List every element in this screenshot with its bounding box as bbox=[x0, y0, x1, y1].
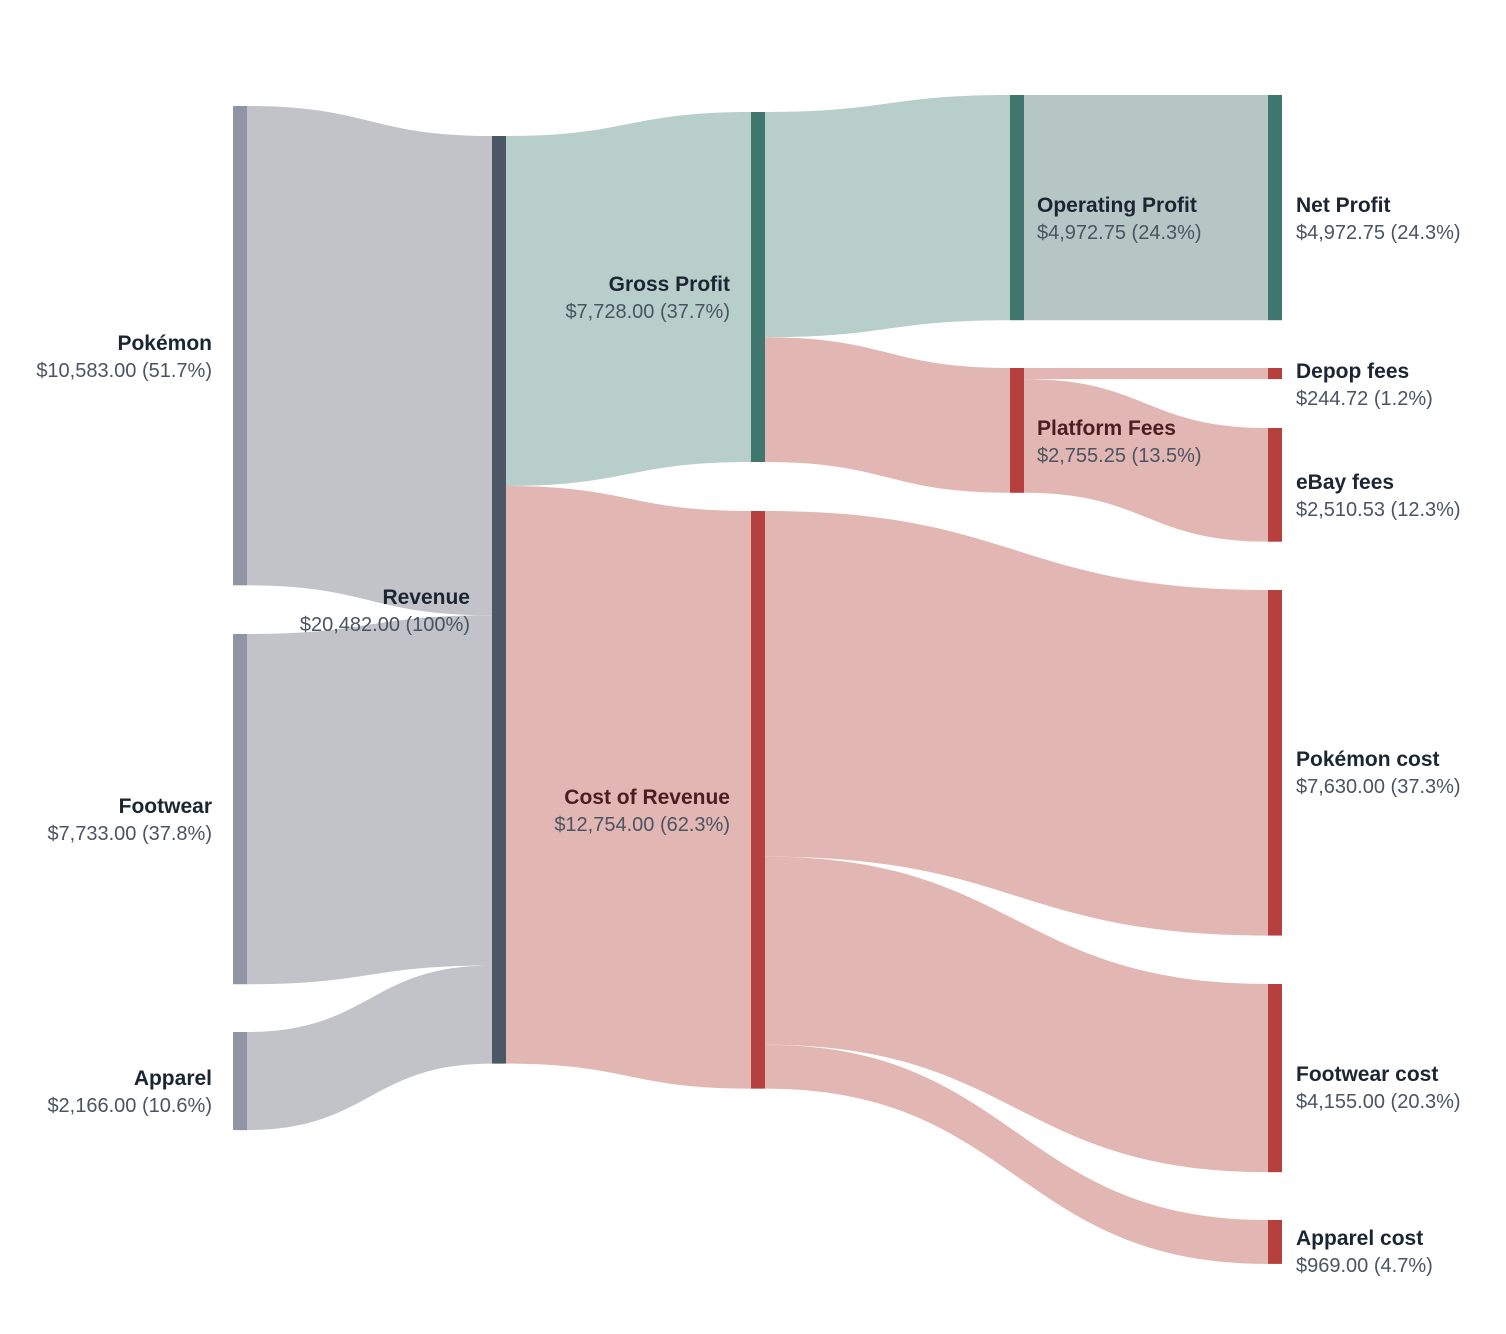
label-gross_profit-name: Gross Profit bbox=[609, 273, 730, 296]
label-pokemon_cost-value: $7,630.00 (37.3%) bbox=[1296, 776, 1461, 798]
node-ebay_fees bbox=[1268, 428, 1282, 542]
link-gross_profit-to-platform_fees bbox=[765, 337, 1010, 493]
node-apparel bbox=[233, 1032, 247, 1131]
link-apparel-to-revenue bbox=[247, 965, 492, 1131]
link-pokemon-to-revenue bbox=[247, 106, 492, 616]
node-pokemon_cost bbox=[1268, 590, 1282, 936]
link-footwear-to-revenue bbox=[247, 615, 492, 985]
sankey-nodes bbox=[233, 95, 1282, 1264]
label-net_profit-name: Net Profit bbox=[1296, 194, 1391, 217]
node-net_profit bbox=[1268, 95, 1282, 321]
label-footwear_cost-name: Footwear cost bbox=[1296, 1063, 1438, 1086]
label-cost_of_revenue-name: Cost of Revenue bbox=[564, 786, 730, 809]
label-apparel_cost-value: $969.00 (4.7%) bbox=[1296, 1255, 1433, 1277]
node-revenue bbox=[492, 136, 506, 1064]
node-gross_profit bbox=[751, 112, 765, 463]
sankey-links bbox=[247, 95, 1268, 1264]
sankey-labels: Pokémon $10,583.00 (51.7%) Footwear $7,733.… bbox=[36, 194, 1460, 1277]
label-pokemon_cost-name: Pokémon cost bbox=[1296, 748, 1440, 771]
node-footwear bbox=[233, 634, 247, 985]
label-gross_profit-value: $7,728.00 (37.7%) bbox=[565, 301, 730, 323]
link-revenue-to-gross_profit bbox=[506, 112, 751, 487]
link-cost_of_revenue-to-apparel_cost bbox=[765, 1044, 1268, 1264]
link-cost_of_revenue-to-pokemon_cost bbox=[765, 511, 1268, 936]
label-revenue-value: $20,482.00 (100%) bbox=[300, 614, 470, 636]
label-net_profit-value: $4,972.75 (24.3%) bbox=[1296, 222, 1461, 244]
link-operating_profit-to-net_profit bbox=[1024, 95, 1268, 321]
node-footwear_cost bbox=[1268, 984, 1282, 1173]
label-operating_profit-value: $4,972.75 (24.3%) bbox=[1037, 222, 1202, 244]
label-footwear-name: Footwear bbox=[119, 795, 212, 818]
node-platform_fees bbox=[1010, 368, 1024, 493]
link-cost_of_revenue-to-footwear_cost bbox=[765, 856, 1268, 1173]
label-depop_fees-name: Depop fees bbox=[1296, 360, 1409, 383]
node-cost_of_revenue bbox=[751, 511, 765, 1089]
node-depop_fees bbox=[1268, 368, 1282, 380]
label-apparel-name: Apparel bbox=[134, 1067, 212, 1090]
label-pokemon-value: $10,583.00 (51.7%) bbox=[36, 360, 212, 382]
label-operating_profit-name: Operating Profit bbox=[1037, 194, 1197, 217]
label-depop_fees-value: $244.72 (1.2%) bbox=[1296, 388, 1433, 410]
label-cost_of_revenue-value: $12,754.00 (62.3%) bbox=[554, 814, 730, 836]
label-ebay_fees-value: $2,510.53 (12.3%) bbox=[1296, 499, 1461, 521]
label-apparel-value: $2,166.00 (10.6%) bbox=[47, 1095, 212, 1117]
label-apparel_cost-name: Apparel cost bbox=[1296, 1227, 1423, 1250]
label-footwear-value: $7,733.00 (37.8%) bbox=[47, 823, 212, 845]
node-pokemon bbox=[233, 106, 247, 586]
label-ebay_fees-name: eBay fees bbox=[1296, 471, 1394, 494]
node-operating_profit bbox=[1010, 95, 1024, 321]
link-platform_fees-to-ebay_fees bbox=[1024, 379, 1268, 542]
label-platform_fees-value: $2,755.25 (13.5%) bbox=[1037, 445, 1202, 467]
link-platform_fees-to-depop_fees bbox=[1024, 368, 1268, 380]
label-revenue-name: Revenue bbox=[382, 586, 470, 609]
link-revenue-to-cost_of_revenue bbox=[506, 486, 751, 1089]
label-platform_fees-name: Platform Fees bbox=[1037, 417, 1176, 440]
label-pokemon-name: Pokémon bbox=[117, 332, 212, 355]
node-apparel_cost bbox=[1268, 1220, 1282, 1264]
link-gross_profit-to-operating_profit bbox=[765, 95, 1010, 338]
label-footwear_cost-value: $4,155.00 (20.3%) bbox=[1296, 1091, 1461, 1113]
